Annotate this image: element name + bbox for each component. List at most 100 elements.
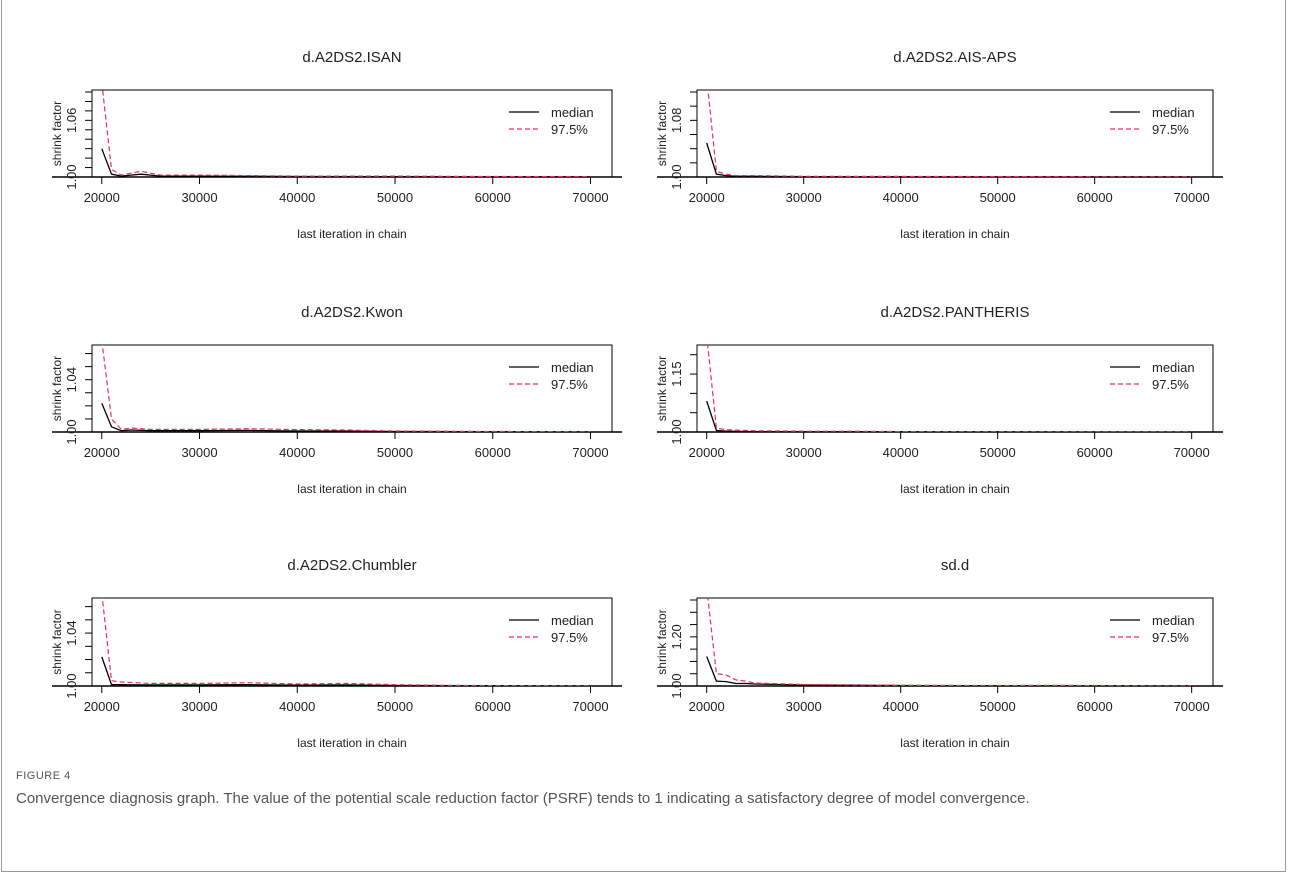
series-median-line xyxy=(101,656,591,686)
x-tick-label: 70000 xyxy=(1174,190,1210,205)
series-97-5-line xyxy=(707,345,1192,432)
series-97-5-line xyxy=(101,598,591,686)
x-tick-label: 60000 xyxy=(475,190,511,205)
x-tick-label: 20000 xyxy=(689,445,725,460)
x-tick-label: 20000 xyxy=(84,699,120,714)
y-axis-label: shrink factor xyxy=(50,101,64,166)
x-tick-label: 50000 xyxy=(377,445,413,460)
plot-frame xyxy=(91,597,613,687)
y-tick-label: 1.00 xyxy=(64,164,79,189)
plot-frame xyxy=(696,597,1214,687)
chart-panel: d.A2DS2.ISAN 20000 30000 40000 50000 60000 700… xyxy=(50,49,622,241)
x-axis-label: last iteration in chain xyxy=(297,482,406,496)
x-tick-label: 40000 xyxy=(279,699,315,714)
x-tick-label: 50000 xyxy=(377,190,413,205)
chart-title: d.A2DS2.Chumbler xyxy=(287,557,416,574)
legend-median-label: median xyxy=(551,105,594,120)
chart-title: d.A2DS2.AIS-APS xyxy=(893,49,1016,66)
y-tick-label: 1.04 xyxy=(64,367,79,392)
x-tick-label: 50000 xyxy=(980,445,1016,460)
y-tick-label: 1.00 xyxy=(64,673,79,698)
series-97-5-line xyxy=(101,345,591,432)
legend-median-label: median xyxy=(1152,613,1195,628)
y-tick-label: 1.06 xyxy=(64,108,79,133)
chart-title: d.A2DS2.PANTHERIS xyxy=(881,304,1030,321)
x-tick-label: 40000 xyxy=(279,445,315,460)
x-tick-label: 50000 xyxy=(377,699,413,714)
y-tick-label: 1.00 xyxy=(64,419,79,444)
legend-97-5-label: 97.5% xyxy=(1152,122,1189,137)
x-tick-label: 50000 xyxy=(980,699,1016,714)
legend-median-label: median xyxy=(551,613,594,628)
x-tick-label: 30000 xyxy=(181,699,217,714)
x-tick-label: 60000 xyxy=(1077,445,1113,460)
x-axis-label: last iteration in chain xyxy=(297,227,406,241)
y-tick-label: 1.00 xyxy=(669,419,684,444)
x-tick-label: 60000 xyxy=(475,699,511,714)
x-axis-label: last iteration in chain xyxy=(297,736,406,750)
plot-frame xyxy=(696,344,1214,433)
series-median-line xyxy=(706,656,1192,686)
x-tick-label: 60000 xyxy=(1077,699,1113,714)
y-tick-label: 1.04 xyxy=(64,620,79,645)
x-tick-label: 70000 xyxy=(572,190,608,205)
x-tick-label: 40000 xyxy=(883,699,919,714)
y-tick-label: 1.15 xyxy=(669,361,684,386)
x-tick-label: 20000 xyxy=(689,190,725,205)
y-axis-label: shrink factor xyxy=(50,609,64,674)
series-97-5-line xyxy=(707,90,1192,177)
x-axis-label: last iteration in chain xyxy=(900,482,1009,496)
y-tick-label: 1.08 xyxy=(669,108,684,133)
legend-97-5-label: 97.5% xyxy=(551,122,588,137)
legend-97-5-label: 97.5% xyxy=(551,377,588,392)
x-tick-label: 20000 xyxy=(689,699,725,714)
x-tick-label: 60000 xyxy=(1077,190,1113,205)
y-tick-label: 1.20 xyxy=(669,624,684,649)
y-axis-label: shrink factor xyxy=(50,356,64,421)
series-97-5-line xyxy=(707,598,1192,686)
x-tick-label: 50000 xyxy=(980,190,1016,205)
x-tick-label: 20000 xyxy=(84,445,120,460)
series-median-line xyxy=(706,142,1192,177)
y-tick-label: 1.00 xyxy=(669,164,684,189)
legend-97-5-label: 97.5% xyxy=(1152,630,1189,645)
x-tick-label: 40000 xyxy=(883,190,919,205)
figure-caption: Convergence diagnosis graph. The value o… xyxy=(16,790,1030,807)
series-median-line xyxy=(101,402,591,432)
y-axis-label: shrink factor xyxy=(655,356,669,421)
x-tick-label: 70000 xyxy=(572,445,608,460)
x-tick-label: 30000 xyxy=(181,445,217,460)
chart-title: sd.d xyxy=(941,557,969,574)
y-axis-label: shrink factor xyxy=(655,101,669,166)
x-tick-label: 60000 xyxy=(475,445,511,460)
chart-panel: d.A2DS2.PANTHERIS 20000 30000 40000 50000 600… xyxy=(655,304,1223,496)
plot-frame xyxy=(91,344,613,433)
legend-median-label: median xyxy=(551,360,594,375)
x-tick-label: 30000 xyxy=(786,445,822,460)
chart-panel: d.A2DS2.Kwon 20000 30000 40000 50000 60000 700… xyxy=(50,304,622,496)
legend-97-5-label: 97.5% xyxy=(1152,377,1189,392)
y-tick-label: 1.00 xyxy=(669,673,684,698)
chart-panel: sd.d 20000 30000 40000 50000 60000 70000 last i… xyxy=(655,557,1223,750)
series-97-5-line xyxy=(102,90,591,177)
x-axis-label: last iteration in chain xyxy=(900,227,1009,241)
x-tick-label: 30000 xyxy=(786,190,822,205)
x-tick-label: 70000 xyxy=(1174,699,1210,714)
x-axis-label: last iteration in chain xyxy=(900,736,1009,750)
x-tick-label: 40000 xyxy=(279,190,315,205)
chart-title: d.A2DS2.ISAN xyxy=(302,49,401,66)
chart-panel: d.A2DS2.Chumbler 20000 30000 40000 50000 6000… xyxy=(50,557,622,750)
x-tick-label: 30000 xyxy=(181,190,217,205)
plot-frame xyxy=(91,89,613,178)
legend-median-label: median xyxy=(1152,360,1195,375)
convergence-plots: d.A2DS2.ISAN 20000 30000 40000 50000 60000 700… xyxy=(50,49,1223,750)
y-axis-label: shrink factor xyxy=(655,609,669,674)
plot-frame xyxy=(696,89,1214,178)
legend-median-label: median xyxy=(1152,105,1195,120)
chart-panel: d.A2DS2.AIS-APS 20000 30000 40000 50000 60000… xyxy=(655,49,1223,241)
x-tick-label: 40000 xyxy=(883,445,919,460)
chart-title: d.A2DS2.Kwon xyxy=(301,304,403,321)
x-tick-label: 70000 xyxy=(1174,445,1210,460)
legend-97-5-label: 97.5% xyxy=(551,630,588,645)
